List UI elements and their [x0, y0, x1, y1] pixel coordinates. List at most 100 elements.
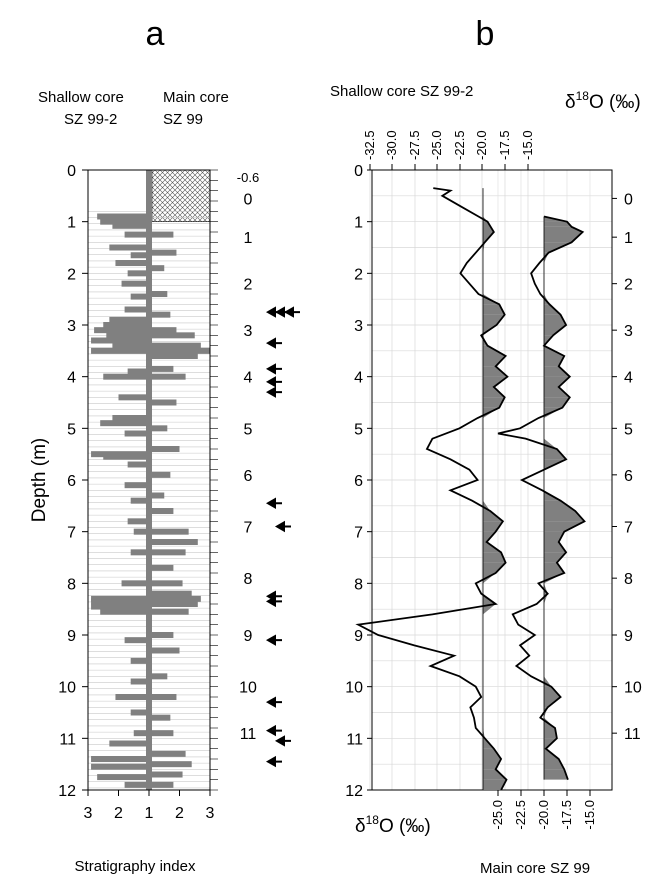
shallow-bar: [121, 580, 149, 587]
top-x-tick-label: -27.5: [407, 130, 422, 160]
panel-b-bottom-title: Main core SZ 99: [480, 860, 590, 877]
arrow-marker: [265, 634, 282, 646]
right-depth-label: 9: [244, 628, 253, 645]
main-core-fill: [544, 314, 567, 325]
arrow-marker: [265, 497, 282, 509]
main-bar: [149, 647, 180, 654]
x-tick-label: 1: [145, 805, 154, 822]
right-depth-label: 2: [244, 277, 253, 294]
main-core-fill: [544, 728, 557, 739]
main-bar: [149, 539, 198, 545]
depth-tick-label: 8: [67, 576, 76, 593]
shallow-bar: [124, 306, 149, 313]
main-bar: [149, 601, 198, 607]
right-depth-label: -0.6: [237, 170, 259, 185]
depth-tick-label: 0: [354, 163, 363, 180]
right-depth-label: 8: [624, 571, 633, 588]
top-x-tick-label: -15.0: [520, 130, 535, 160]
shallow-bar: [109, 244, 149, 251]
top-x-tick-label: -17.5: [497, 130, 512, 160]
arrow-marker: [265, 724, 282, 737]
main-bar: [149, 365, 174, 372]
right-depth-label: 8: [244, 571, 253, 588]
shallow-bar: [121, 280, 149, 287]
shallow-core-fill: [483, 366, 508, 377]
top-x-tick-label: -20.0: [474, 130, 489, 160]
shallow-bar: [124, 430, 149, 437]
right-depth-label: 4: [244, 370, 253, 387]
panel-a-header-shallow-code: SZ 99-2: [64, 111, 117, 128]
main-bar: [149, 730, 174, 737]
main-core-fill: [544, 387, 570, 398]
panel-b-bottom-unit: δ18O (‰): [355, 813, 431, 837]
main-bar: [149, 291, 168, 297]
shallow-bar: [91, 347, 149, 354]
arrow-marker: [283, 306, 300, 318]
right-depth-label: 3: [624, 323, 633, 340]
shallow-bar: [100, 218, 149, 225]
shallow-bar: [112, 415, 149, 421]
shallow-bar: [130, 678, 149, 685]
main-bar: [149, 781, 174, 788]
bottom-x-tick-label: -22.5: [513, 800, 528, 830]
main-bar: [149, 549, 186, 556]
shallow-bar: [103, 373, 149, 380]
shallow-bar: [127, 270, 149, 277]
main-bar: [149, 750, 186, 757]
arrow-marker: [265, 590, 282, 602]
shallow-bar: [91, 598, 149, 605]
depth-tick-label: 4: [354, 370, 363, 387]
depth-tick-label: 10: [345, 680, 363, 697]
main-bar: [149, 311, 171, 318]
right-depth-label: 3: [244, 323, 253, 340]
shallow-bar: [97, 774, 149, 781]
shallow-bar: [130, 709, 149, 716]
x-tick-label: 3: [206, 805, 215, 822]
shallow-core-fill: [483, 221, 494, 232]
right-depth-label: 10: [239, 680, 257, 697]
shallow-core-fill: [483, 387, 505, 398]
main-core-fill: [544, 232, 583, 243]
main-core-fill: [544, 325, 567, 336]
shallow-bar: [130, 497, 149, 504]
shallow-bar: [124, 637, 149, 644]
main-core-fill: [544, 542, 567, 553]
bottom-x-tick-label: -17.5: [559, 800, 574, 830]
right-depth-label: 2: [624, 277, 633, 294]
right-depth-label: 11: [624, 726, 641, 743]
shallow-bar: [115, 694, 149, 700]
main-bar: [149, 590, 192, 597]
right-depth-label: 7: [624, 520, 633, 537]
right-depth-label: 7: [244, 520, 253, 537]
top-x-tick-label: -30.0: [384, 130, 399, 160]
depth-tick-label: 7: [354, 525, 363, 542]
right-depth-label: 0: [624, 191, 633, 208]
right-depth-label: 1: [624, 230, 633, 247]
shallow-core-fill: [483, 769, 507, 780]
main-core-fill: [544, 500, 576, 511]
shallow-core-fill: [483, 748, 502, 759]
main-bar: [149, 595, 201, 602]
panel-a-header-main: Main core: [163, 89, 229, 106]
arrow-marker: [265, 337, 282, 349]
shallow-bar: [106, 332, 149, 339]
right-depth-label: 4: [624, 370, 633, 387]
depth-tick-label: 12: [345, 783, 363, 800]
arrow-marker: [265, 363, 282, 375]
panel-b-top-unit: δ18O (‰): [565, 89, 641, 113]
panel-b-letter: b: [476, 15, 495, 53]
main-core-fill: [544, 521, 585, 532]
depth-tick-label: 5: [354, 421, 363, 438]
shallow-core-line: [355, 187, 509, 791]
shallow-bar: [130, 252, 149, 259]
main-core-fill: [544, 511, 585, 522]
main-bar: [149, 332, 195, 339]
shallow-bar: [91, 603, 149, 610]
depth-tick-label: 6: [67, 473, 76, 490]
main-bar: [149, 761, 192, 768]
shallow-bar: [127, 518, 149, 525]
shallow-core-fill: [483, 304, 505, 315]
depth-tick-label: 9: [354, 628, 363, 645]
right-depth-label: 11: [240, 726, 257, 743]
